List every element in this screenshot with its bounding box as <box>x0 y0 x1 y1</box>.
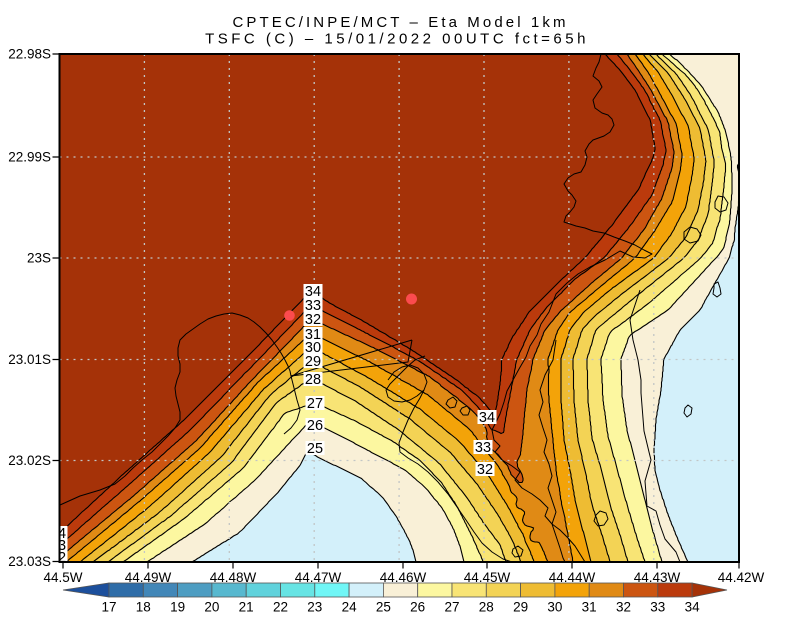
svg-text:29: 29 <box>305 354 321 370</box>
svg-text:26: 26 <box>410 600 425 615</box>
svg-text:19: 19 <box>170 600 185 615</box>
svg-text:31: 31 <box>305 327 321 343</box>
svg-text:44.42W: 44.42W <box>718 570 765 585</box>
svg-text:44.47W: 44.47W <box>295 570 342 585</box>
svg-text:18: 18 <box>136 600 151 615</box>
svg-text:CPTEC/INPE/MCT – Eta Model 1k: CPTEC/INPE/MCT – Eta Model 1km <box>232 14 568 31</box>
svg-text:23.01S: 23.01S <box>8 352 51 367</box>
svg-text:22.98S: 22.98S <box>8 47 51 62</box>
svg-text:44.49W: 44.49W <box>125 570 172 585</box>
svg-text:32: 32 <box>477 462 493 478</box>
svg-text:33: 33 <box>305 298 321 314</box>
svg-text:17: 17 <box>101 600 116 615</box>
svg-text:44.43W: 44.43W <box>634 570 681 585</box>
svg-text:33: 33 <box>50 538 66 554</box>
svg-text:44.48W: 44.48W <box>210 570 257 585</box>
svg-text:28: 28 <box>305 372 321 388</box>
svg-text:32: 32 <box>305 312 321 328</box>
svg-text:20: 20 <box>204 600 219 615</box>
svg-text:44.46W: 44.46W <box>380 570 427 585</box>
svg-text:21: 21 <box>239 600 254 615</box>
svg-text:24: 24 <box>342 600 358 615</box>
svg-text:31: 31 <box>582 600 597 615</box>
svg-text:34: 34 <box>479 410 495 426</box>
svg-text:34: 34 <box>685 600 701 615</box>
svg-text:26: 26 <box>307 418 323 434</box>
svg-text:23: 23 <box>307 600 322 615</box>
svg-text:22.99S: 22.99S <box>8 150 51 165</box>
svg-text:33: 33 <box>650 600 665 615</box>
svg-text:23S: 23S <box>27 251 51 266</box>
svg-text:34: 34 <box>50 526 66 542</box>
svg-text:25: 25 <box>376 600 391 615</box>
svg-text:32: 32 <box>616 600 631 615</box>
svg-text:25: 25 <box>307 441 323 457</box>
svg-text:27: 27 <box>307 396 323 412</box>
svg-text:34: 34 <box>305 284 321 300</box>
svg-text:23.02S: 23.02S <box>8 453 51 468</box>
svg-text:44.45W: 44.45W <box>464 570 511 585</box>
svg-text:TSFC (C) – 15/01/2022 00UTC fc: TSFC (C) – 15/01/2022 00UTC fct=65h <box>205 31 589 48</box>
svg-text:28: 28 <box>479 600 494 615</box>
svg-text:22: 22 <box>273 600 288 615</box>
svg-text:33: 33 <box>475 440 491 456</box>
svg-text:23.03S: 23.03S <box>8 554 51 569</box>
svg-text:32: 32 <box>50 550 66 566</box>
svg-text:44.5W: 44.5W <box>43 570 82 585</box>
svg-text:27: 27 <box>444 600 459 615</box>
svg-text:30: 30 <box>305 340 321 356</box>
svg-text:29: 29 <box>513 600 528 615</box>
svg-text:30: 30 <box>547 600 562 615</box>
svg-text:44.44W: 44.44W <box>549 570 596 585</box>
